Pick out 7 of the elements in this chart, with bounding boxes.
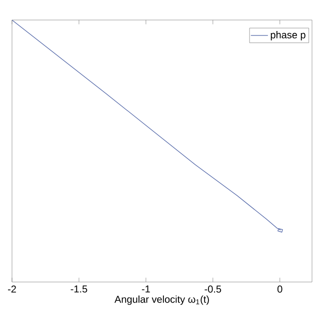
x-tick-label: -1.5: [70, 286, 88, 293]
legend-label: phase p: [270, 31, 306, 40]
x-tick-label: 0: [277, 286, 282, 293]
x-tick-label: -0.5: [204, 286, 222, 293]
x-axis-title: Angular velocity ω$_{1}$(t): [114, 295, 209, 305]
x-tick-label: -2: [8, 286, 16, 293]
x-tick-label: -1: [142, 286, 150, 292]
